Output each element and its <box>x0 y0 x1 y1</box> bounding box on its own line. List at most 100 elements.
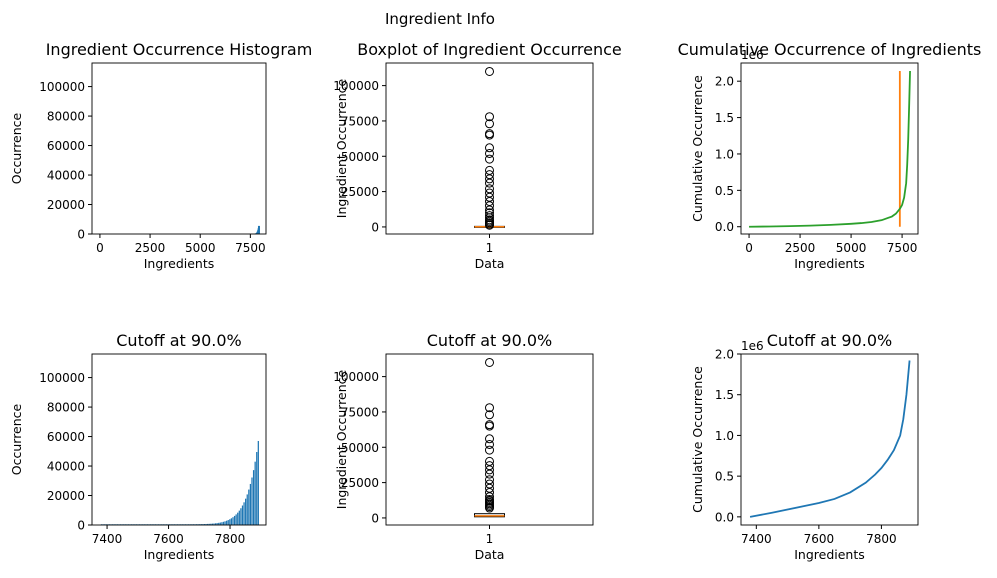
y-axis-label: Occurrence <box>9 112 24 184</box>
y-tick-label: 25000 <box>341 185 379 199</box>
bar <box>246 494 248 525</box>
x-axis-label: Data <box>475 256 505 271</box>
y-tick-label: 1.0 <box>715 429 734 443</box>
y-tick-label: 80000 <box>47 110 85 124</box>
axes-frame <box>91 62 267 235</box>
flier-point <box>485 469 494 479</box>
x-axis-label: Data <box>475 547 505 562</box>
chart-panel-6: Cutoff at 90.0% 7400 7600 7800 0.0 0.5 1.0 1.5 2… <box>690 331 919 562</box>
axis-offset-text: 1e6 <box>741 48 764 62</box>
x-tick-label: 7800 <box>215 532 246 546</box>
y-tick-label: 100000 <box>39 371 85 385</box>
flier-point <box>485 445 494 455</box>
chart-title: Ingredient Occurrence Histogram <box>46 40 313 59</box>
x-axis-label: Ingredients <box>144 547 215 562</box>
bar <box>257 225 260 234</box>
bar <box>226 520 228 525</box>
y-tick-label: 1.5 <box>715 111 734 125</box>
y-tick-label: 50000 <box>341 441 379 455</box>
flier-point <box>485 178 494 188</box>
x-tick-label: 7400 <box>741 532 772 546</box>
flier-point <box>485 148 494 158</box>
bar <box>237 512 239 525</box>
bar <box>205 523 207 525</box>
bar <box>208 523 210 525</box>
bar <box>202 524 204 525</box>
y-tick-label: 0 <box>371 511 379 525</box>
figure-suptitle: Ingredient Info <box>385 10 495 28</box>
bar <box>221 522 223 525</box>
y-tick-label: 1.5 <box>715 388 734 402</box>
flier-point <box>485 112 494 122</box>
bar <box>245 498 247 525</box>
axes-frame <box>91 353 267 526</box>
bar <box>252 470 255 525</box>
bar <box>249 483 252 525</box>
y-tick-label: 60000 <box>47 430 85 444</box>
bar <box>224 521 226 525</box>
y-tick-label: 20000 <box>47 198 85 212</box>
chart-title: Cutoff at 90.0% <box>427 331 552 350</box>
x-tick-label: 0 <box>96 241 104 255</box>
chart-panel-1: Ingredient Occurrence Histogram 0 2500 5000… <box>9 40 312 271</box>
flier-point <box>485 130 494 140</box>
y-axis-label: Ingredient Occurrence <box>334 369 349 509</box>
flier-point <box>485 66 494 76</box>
x-tick-label: 1 <box>486 532 494 546</box>
flier-point <box>485 201 494 211</box>
flier-point <box>485 434 494 444</box>
axis-offset-text: 1e6 <box>741 339 764 353</box>
bar <box>241 505 244 525</box>
chart-title: Cutoff at 90.0% <box>116 331 241 350</box>
bar <box>203 524 206 525</box>
bar <box>248 489 250 525</box>
bar <box>254 461 256 525</box>
x-axis-label: Ingredients <box>794 547 865 562</box>
chart-title: Cutoff at 90.0% <box>767 331 892 350</box>
x-tick-label: 5000 <box>185 241 216 255</box>
axes-frame <box>740 353 919 526</box>
bar <box>218 522 220 525</box>
x-tick-label: 1 <box>486 241 494 255</box>
flier-point <box>485 357 494 367</box>
bar <box>256 452 258 525</box>
x-tick-label: 7500 <box>887 241 918 255</box>
flier-point <box>485 503 494 513</box>
bar <box>229 519 231 525</box>
y-tick-label: 80000 <box>47 401 85 415</box>
bar <box>219 522 221 525</box>
y-tick-label: 1.0 <box>715 147 734 161</box>
x-tick-label: 5000 <box>836 241 867 255</box>
series-line <box>749 360 911 518</box>
bar <box>233 515 236 525</box>
bar <box>216 523 218 525</box>
flier-point <box>485 174 494 184</box>
bar <box>230 518 233 525</box>
x-tick-label: 7400 <box>92 532 123 546</box>
bar <box>232 517 234 525</box>
bar <box>251 477 253 525</box>
bar <box>227 520 229 525</box>
chart-panel-3: Cumulative Occurrence of Ingredients 0 250… <box>678 40 982 271</box>
bar <box>235 514 237 525</box>
bar <box>257 440 259 525</box>
y-tick-label: 0 <box>77 228 85 242</box>
chart-panel-2: Boxplot of Ingredient Occurrence 1 0 25000 5… <box>333 40 622 271</box>
y-tick-label: 40000 <box>47 169 85 183</box>
y-tick-label: 2.0 <box>715 348 734 362</box>
bar <box>240 508 242 525</box>
y-axis-label: Cumulative Occurrence <box>690 75 705 222</box>
x-axis-label: Ingredients <box>794 256 865 271</box>
chart-panel-5: Cutoff at 90.0% 1 0 25000 50000 75000 100000 Da… <box>333 331 594 562</box>
y-tick-label: 50000 <box>341 150 379 164</box>
series-line <box>749 70 911 228</box>
chart-title: Cumulative Occurrence of Ingredients <box>678 40 982 59</box>
bar <box>238 510 240 525</box>
y-tick-label: 0.0 <box>715 510 734 524</box>
y-tick-label: 100000 <box>39 80 85 94</box>
x-tick-label: 2500 <box>135 241 166 255</box>
bar <box>210 523 212 525</box>
flier-point <box>485 119 494 129</box>
y-tick-label: 75000 <box>341 114 379 128</box>
